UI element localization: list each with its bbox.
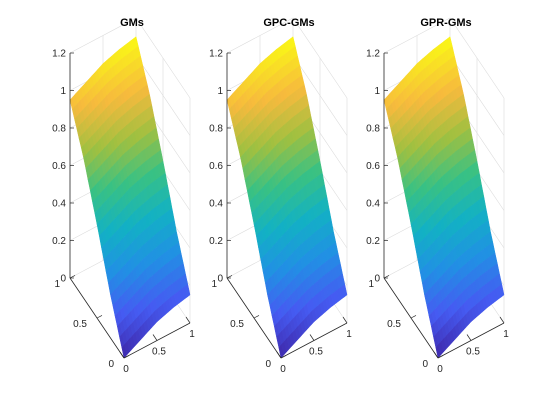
z-tick-label: 0.2: [209, 236, 223, 247]
z-tick-label: 0.2: [52, 236, 66, 247]
y-tick-mark: [123, 355, 130, 359]
x-tick-mark: [185, 316, 191, 324]
z-tick-label: 1: [60, 86, 66, 97]
x-tick-mark: [499, 316, 505, 324]
z-tick-label: 0.8: [209, 124, 223, 135]
surface: [383, 36, 505, 359]
x-tick-label: 0.5: [152, 347, 166, 358]
x-tick-mark: [152, 334, 158, 341]
y-tick-mark: [96, 315, 103, 319]
y-tick-mark: [226, 275, 233, 279]
y-tick-label: 0: [108, 359, 114, 370]
surface-cell: [341, 283, 348, 298]
y-tick-label: 0: [265, 359, 271, 370]
y-tick-label: 0.5: [387, 319, 401, 330]
z-tick-label: 0.8: [52, 124, 66, 135]
y-tick-mark: [437, 355, 444, 359]
x-tick-label: 1: [346, 329, 352, 340]
surface-cell: [184, 283, 191, 298]
z-tick-label: 0.2: [366, 236, 380, 247]
x-tick-label: 0: [123, 364, 129, 375]
x-tick-mark: [119, 351, 125, 359]
z-tick-label: 1.2: [209, 49, 223, 60]
x-tick-label: 1: [189, 329, 195, 340]
z-tick-label: 0: [217, 274, 223, 285]
x-tick-mark: [276, 351, 282, 359]
z-tick-label: 0.4: [366, 199, 380, 210]
chart-title: GPR-GMs: [420, 17, 471, 29]
x-tick-label: 1: [503, 329, 509, 340]
y-tick-mark: [280, 355, 287, 359]
y-tick-label: 1: [211, 279, 217, 290]
y-tick-mark: [253, 315, 260, 319]
surface-cell: [498, 283, 505, 298]
y-tick-label: 1: [54, 279, 60, 290]
z-tick-label: 0.4: [52, 199, 66, 210]
surface: [69, 36, 191, 359]
z-tick-label: 0.6: [52, 161, 66, 172]
z-tick-label: 0.8: [366, 124, 380, 135]
z-tick-label: 0: [374, 274, 380, 285]
y-tick-mark: [69, 275, 76, 279]
x-tick-mark: [342, 316, 348, 324]
z-tick-label: 1.2: [52, 49, 66, 60]
surface: [226, 36, 348, 359]
chart-title: GPC-GMs: [263, 17, 314, 29]
y-tick-label: 0.5: [230, 319, 244, 330]
x-tick-mark: [433, 351, 439, 359]
y-tick-mark: [383, 275, 390, 279]
z-tick-label: 0.4: [209, 199, 223, 210]
y-tick-mark: [410, 315, 417, 319]
x-tick-mark: [309, 334, 315, 341]
z-tick-label: 1: [217, 86, 223, 97]
x-tick-label: 0.5: [309, 347, 323, 358]
x-tick-label: 0.5: [466, 347, 480, 358]
z-tick-label: 1.2: [366, 49, 380, 60]
x-tick-label: 0: [280, 364, 286, 375]
z-tick-label: 1: [374, 86, 380, 97]
x-tick-mark: [466, 334, 472, 341]
y-tick-label: 0: [422, 359, 428, 370]
y-tick-label: 1: [368, 279, 374, 290]
z-tick-label: 0: [60, 274, 66, 285]
z-tick-label: 0.6: [209, 161, 223, 172]
chart-title: GMs: [120, 17, 144, 29]
z-tick-label: 0.6: [366, 161, 380, 172]
y-tick-label: 0.5: [73, 319, 87, 330]
x-tick-label: 0: [437, 364, 443, 375]
